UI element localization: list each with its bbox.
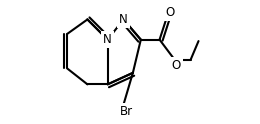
Text: O: O: [172, 59, 181, 72]
Text: N: N: [119, 13, 128, 26]
Text: O: O: [165, 6, 174, 19]
Text: N: N: [103, 33, 112, 46]
Text: Br: Br: [120, 105, 133, 118]
